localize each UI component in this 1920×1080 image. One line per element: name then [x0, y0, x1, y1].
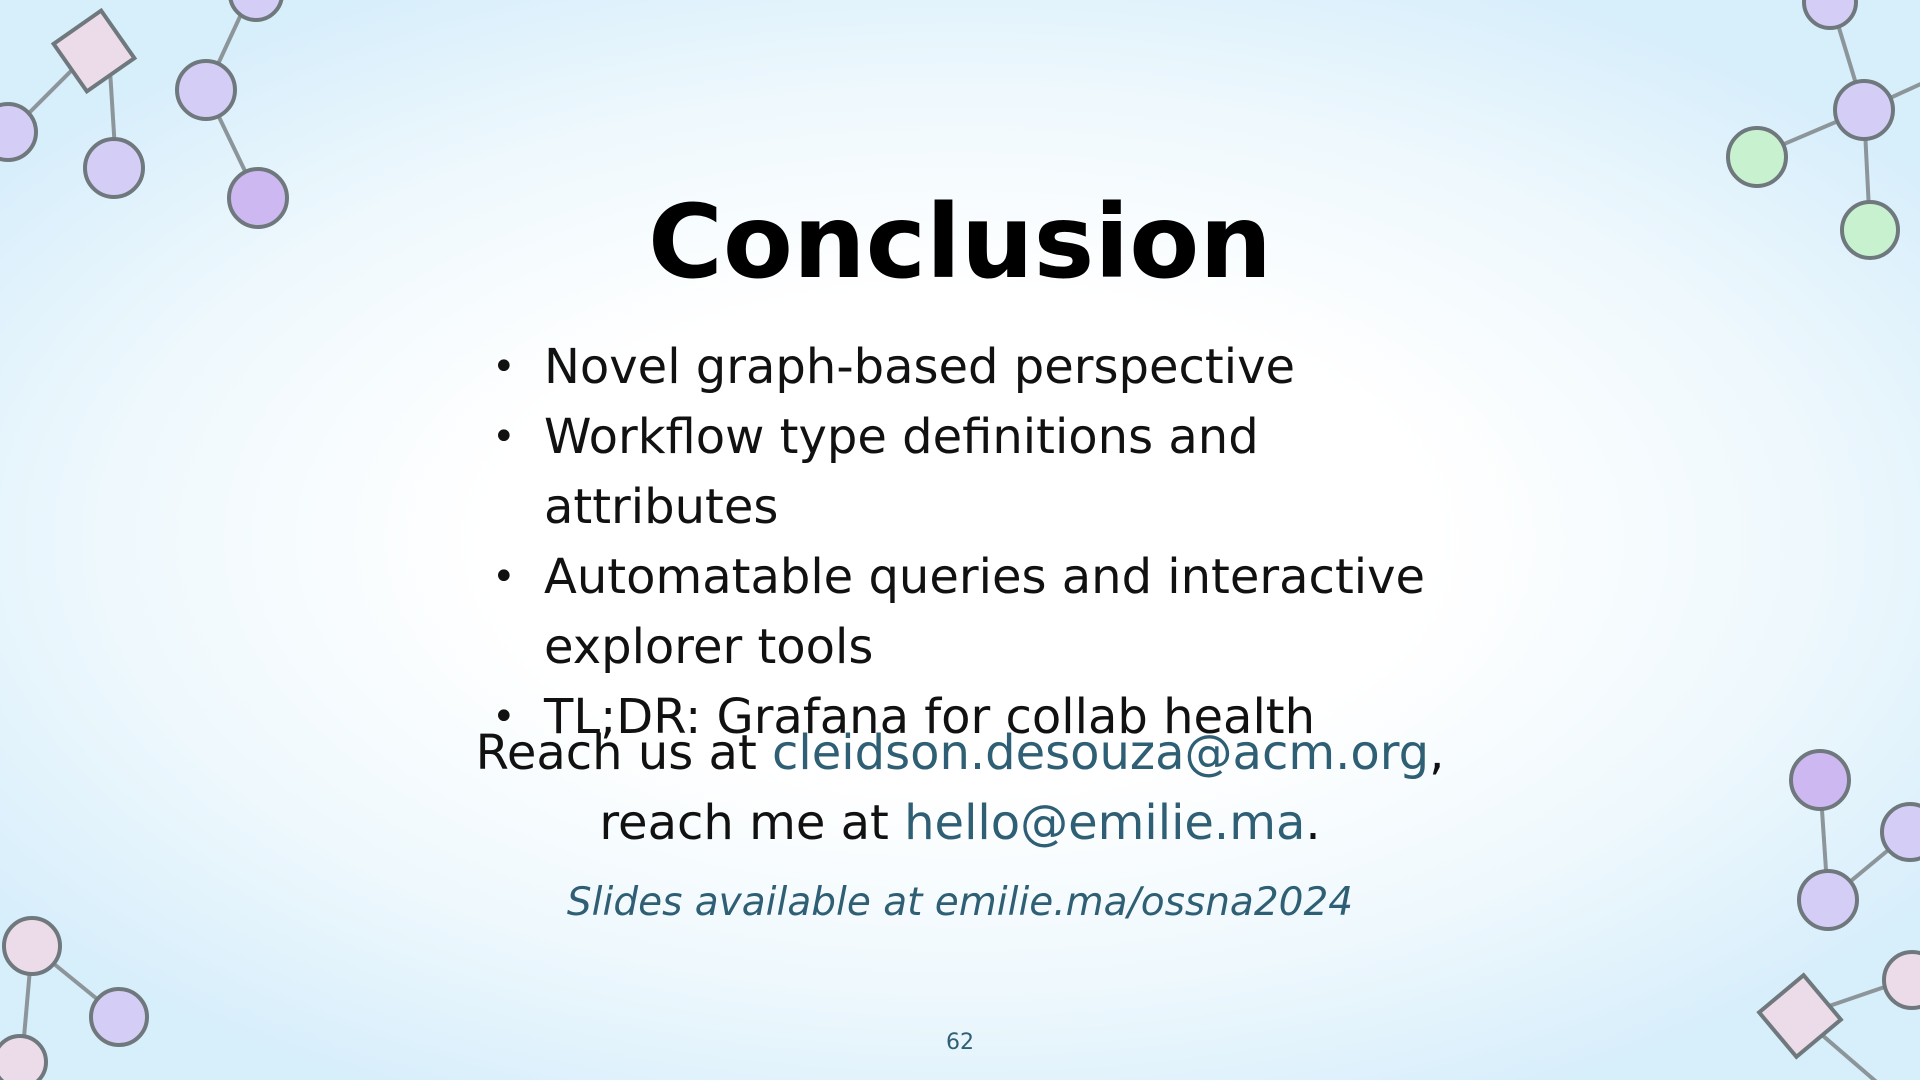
- bullet-item: Workflow type definitions and attributes: [492, 402, 1492, 542]
- contact-line-1: Reach us at cleidson.desouza@acm.org,: [0, 718, 1920, 788]
- graph-node-icon: [1882, 950, 1920, 1010]
- contact-line-2: reach me at hello@emilie.ma.: [0, 788, 1920, 858]
- graph-node-icon: [0, 102, 38, 162]
- graph-cluster-bottom-right: [1756, 749, 1920, 1080]
- bullet-item: TL;DR: Grafana for collab health: [492, 682, 1492, 752]
- bullet-list: Novel graph-based perspective Workflow t…: [492, 332, 1492, 752]
- graph-node-icon: [1797, 869, 1859, 931]
- graph-node-icon: [227, 167, 289, 229]
- page-number: 62: [946, 1030, 974, 1055]
- contact-suffix: .: [1305, 795, 1321, 851]
- graph-cluster-top-left: [0, 0, 289, 229]
- contact-prefix: Reach us at: [475, 725, 773, 781]
- graph-node-icon: [1840, 200, 1900, 260]
- contact-block: Reach us at cleidson.desouza@acm.org, re…: [0, 718, 1920, 858]
- graph-cluster-bottom-left: [0, 916, 149, 1080]
- contact-suffix: ,: [1429, 725, 1445, 781]
- graph-node-icon: [89, 987, 149, 1047]
- graph-node-icon: [1756, 972, 1844, 1060]
- email-link-emilie[interactable]: hello@emilie.ma: [904, 795, 1306, 851]
- email-link-cleidson[interactable]: cleidson.desouza@acm.org: [772, 725, 1430, 781]
- slide-title: Conclusion: [648, 183, 1272, 302]
- bullet-item: Novel graph-based perspective: [492, 332, 1492, 402]
- graph-node-icon: [1789, 749, 1851, 811]
- graph-node-icon: [1726, 126, 1788, 188]
- graph-node-icon: [175, 59, 237, 121]
- graph-node-icon: [1802, 0, 1858, 30]
- slides-availability-note[interactable]: Slides available at emilie.ma/ossna2024: [566, 880, 1354, 925]
- graph-node-icon: [2, 916, 62, 976]
- graph-cluster-top-right: [1726, 0, 1920, 260]
- bullet-item: Automatable queries and interactive expl…: [492, 542, 1492, 682]
- graph-node-icon: [50, 7, 138, 95]
- contact-prefix: reach me at: [599, 795, 905, 851]
- graph-node-icon: [1833, 79, 1895, 141]
- graph-node-icon: [1880, 802, 1920, 862]
- graph-node-icon: [228, 0, 284, 22]
- graph-node-icon: [83, 137, 145, 199]
- graph-node-icon: [0, 1034, 48, 1080]
